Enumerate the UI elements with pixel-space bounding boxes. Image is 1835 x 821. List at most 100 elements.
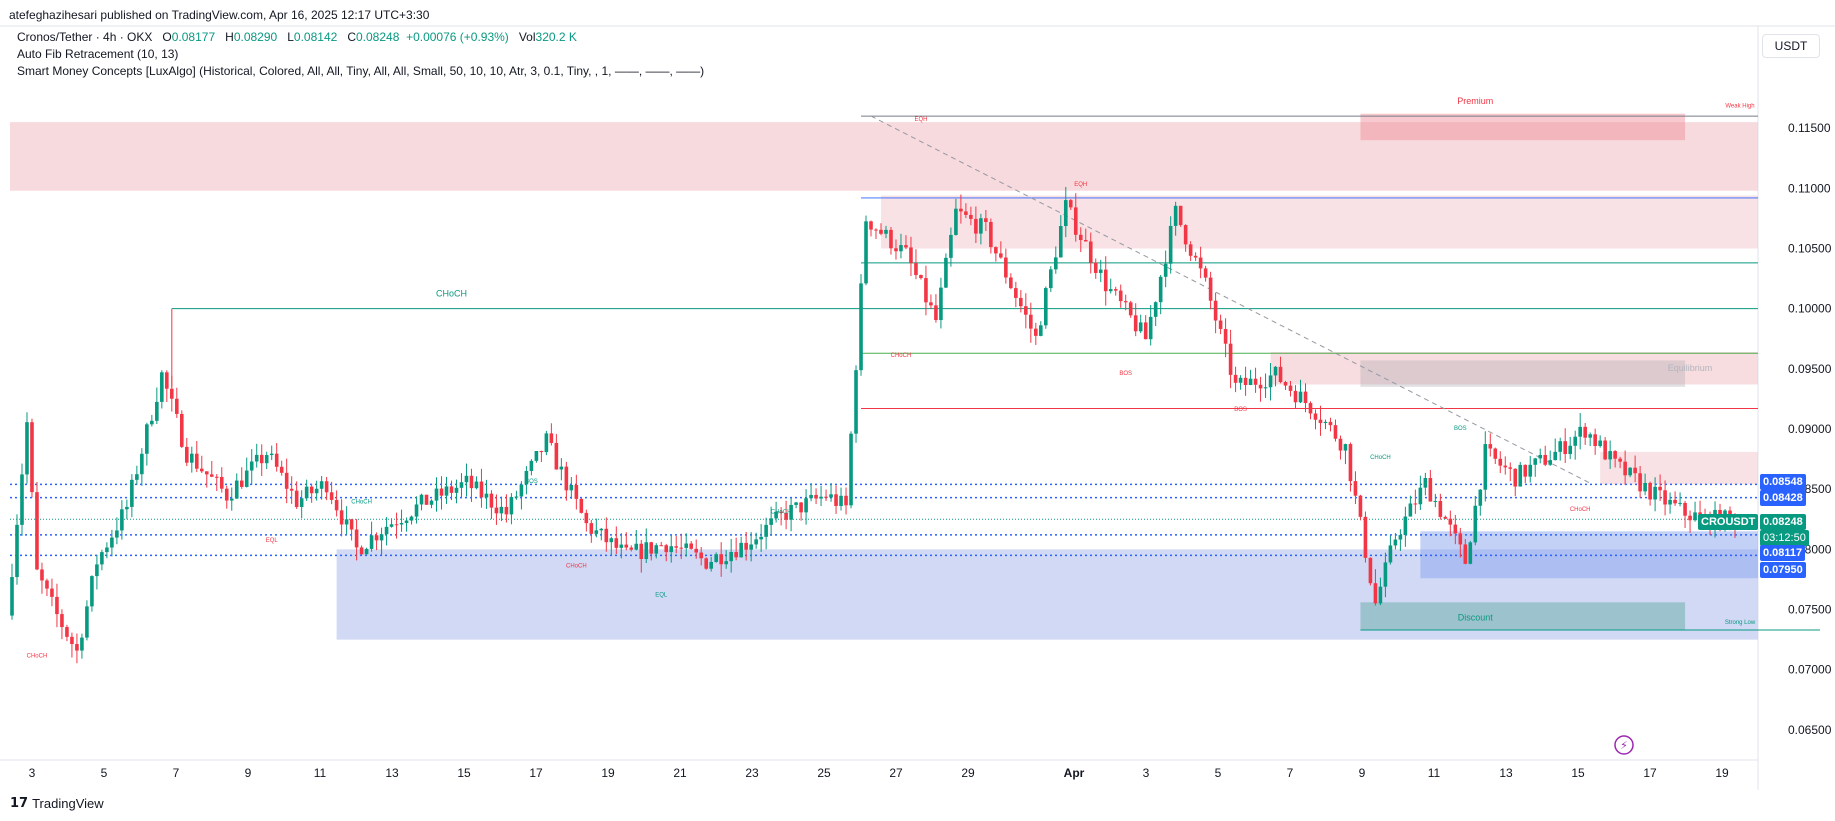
price-tick-label: 0.11500 xyxy=(1788,121,1831,135)
volume-label: Vol xyxy=(518,30,536,44)
candle-body xyxy=(1698,512,1702,515)
candle-body xyxy=(574,484,579,499)
change-value: +0.00076 (+0.93%) xyxy=(406,30,509,44)
candle-body xyxy=(469,475,474,489)
candle-body xyxy=(1418,487,1423,505)
candle-body xyxy=(1408,503,1413,517)
candle-body xyxy=(145,424,149,454)
candle-body xyxy=(1383,562,1388,587)
candle-body xyxy=(774,511,778,519)
smc-label: EQH xyxy=(914,117,927,123)
candle-body xyxy=(1183,225,1188,245)
candle-body xyxy=(1588,434,1592,438)
candle-body xyxy=(379,534,384,541)
candle-body xyxy=(15,524,19,578)
indicator-fib[interactable]: Auto Fib Retracement (10, 13) xyxy=(17,47,179,61)
time-tick-label: 29 xyxy=(961,766,975,780)
candle-body xyxy=(175,398,179,414)
candle-body xyxy=(329,492,334,500)
candle-body xyxy=(1413,503,1418,505)
candle-body xyxy=(804,498,808,513)
candle-body xyxy=(1663,490,1667,505)
candle-body xyxy=(289,488,294,491)
candle-body xyxy=(444,486,449,496)
candle-body xyxy=(819,496,823,499)
time-tick-label: 11 xyxy=(314,766,327,780)
candle-body xyxy=(1048,269,1053,289)
candle-body xyxy=(874,229,878,231)
smc-label: CHoCH xyxy=(27,654,48,660)
candle-body xyxy=(534,451,539,461)
candle-body xyxy=(959,208,963,212)
candle-body xyxy=(374,535,379,541)
candle-body xyxy=(614,538,619,548)
candle-body xyxy=(1398,535,1403,540)
candle-body xyxy=(349,519,354,530)
candle-body xyxy=(1173,205,1178,226)
indicator-smc[interactable]: Smart Money Concepts [LuxAlgo] (Historic… xyxy=(17,64,705,78)
candle-body xyxy=(894,248,898,252)
candle-body xyxy=(1233,374,1238,383)
brand[interactable]: 17 TradingView xyxy=(10,796,104,811)
candle-body xyxy=(1633,467,1637,474)
candle-body xyxy=(1128,302,1133,316)
candle-body xyxy=(364,548,369,555)
candle-body xyxy=(679,547,684,549)
candle-body xyxy=(999,253,1003,258)
candle-body xyxy=(1618,458,1622,462)
time-tick-label: 5 xyxy=(1215,766,1222,780)
candle-body xyxy=(1283,382,1288,386)
candle-body xyxy=(324,481,329,493)
candle-body xyxy=(694,548,699,553)
candle-body xyxy=(75,644,79,651)
candle-body xyxy=(799,502,803,513)
candle-body xyxy=(135,474,139,480)
price-tick-label: 0.07500 xyxy=(1788,603,1832,617)
candle-body xyxy=(1483,444,1488,490)
candle-body xyxy=(1508,467,1513,469)
candle-body xyxy=(1103,269,1108,292)
currency-button[interactable]: USDT xyxy=(1762,34,1820,58)
time-tick-label: 3 xyxy=(29,766,36,780)
candle-body xyxy=(1113,289,1118,291)
candle-body xyxy=(1573,436,1577,446)
candle-body xyxy=(399,522,404,525)
candle-body xyxy=(684,543,689,548)
candle-body xyxy=(1613,451,1617,459)
candle-body xyxy=(784,512,788,520)
candle-body xyxy=(1578,426,1582,437)
candle-body xyxy=(1433,500,1438,502)
candle-body xyxy=(1458,533,1463,545)
candle-body xyxy=(484,493,489,498)
open-label: O xyxy=(162,30,172,44)
candle-body xyxy=(264,455,269,464)
candle-body xyxy=(1263,387,1268,389)
candle-body xyxy=(934,305,938,321)
time-tick-label: 19 xyxy=(1715,766,1729,780)
low-label: L xyxy=(287,30,294,44)
candle-body xyxy=(90,576,94,607)
candle-body xyxy=(1608,451,1612,460)
candle-body xyxy=(1198,257,1203,269)
candle-body xyxy=(419,494,424,505)
candle-body xyxy=(214,476,219,478)
time-tick-label: 5 xyxy=(101,766,108,780)
candle-body xyxy=(759,536,763,540)
time-tick-label: 21 xyxy=(673,766,687,780)
candle-body xyxy=(739,542,743,558)
candle-body xyxy=(489,493,494,508)
smc-label: CHoCH xyxy=(771,509,792,515)
candle-body xyxy=(1123,301,1128,303)
candle-body xyxy=(1318,419,1323,424)
candle-body xyxy=(909,247,913,264)
candle-body xyxy=(1528,464,1533,477)
candle-body xyxy=(1143,322,1148,340)
candle-body xyxy=(494,507,499,514)
candle-body xyxy=(1673,499,1677,504)
candle-body xyxy=(1044,288,1048,326)
smc-label: BOS xyxy=(1234,407,1247,413)
symbol-title[interactable]: Cronos/Tether · 4h · OKX xyxy=(17,30,153,44)
candle-body xyxy=(384,526,389,535)
candle-body xyxy=(1213,300,1218,321)
